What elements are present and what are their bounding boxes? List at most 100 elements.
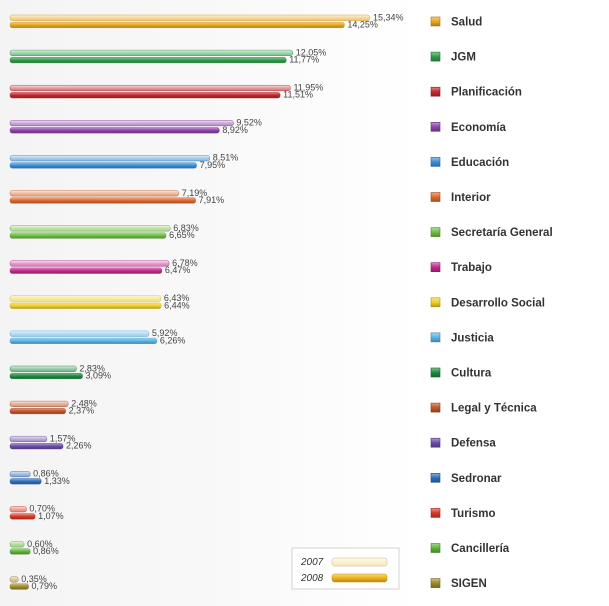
category-marker xyxy=(430,332,441,343)
bar-2007 xyxy=(9,49,293,56)
category-label: Cultura xyxy=(451,368,492,380)
value-label-2007: 0,35% xyxy=(21,574,47,584)
category-marker xyxy=(430,157,441,167)
value-label-2008: 6,26% xyxy=(160,335,186,345)
value-label-2007: 0,60% xyxy=(27,539,53,549)
value-label-2007: 12,05% xyxy=(296,47,327,57)
bar-2008 xyxy=(9,57,287,64)
category-label: JGM xyxy=(451,52,476,64)
value-label-2008: 2,26% xyxy=(66,441,92,451)
category-label: Planificación xyxy=(451,87,522,99)
bar-2007 xyxy=(9,436,48,443)
category-label: Educación xyxy=(451,157,509,169)
category-marker xyxy=(430,367,441,378)
category-marker xyxy=(430,262,441,273)
category-label: Economía xyxy=(451,122,507,134)
value-label-2007: 6,78% xyxy=(172,258,198,268)
value-label-2008: 1,07% xyxy=(38,511,64,521)
category-label: Trabajo xyxy=(451,262,492,274)
bar-2008 xyxy=(9,373,83,380)
bar-2007 xyxy=(9,260,170,267)
bar-2008 xyxy=(9,478,42,485)
value-label-2008: 0,86% xyxy=(33,546,59,556)
value-label-2008: 6,47% xyxy=(165,265,191,275)
bar-2008 xyxy=(9,513,36,520)
value-label-2008: 11,77% xyxy=(289,55,319,65)
category-label: Sedronar xyxy=(451,473,502,485)
bar-2007 xyxy=(9,225,171,232)
category-marker xyxy=(430,543,441,553)
category-label: Justicia xyxy=(451,332,494,344)
legend-swatch xyxy=(331,557,388,567)
value-label-2007: 1,57% xyxy=(50,434,76,444)
bar-2007 xyxy=(9,541,25,548)
bar-2008 xyxy=(9,127,220,134)
category-label: Turismo xyxy=(451,508,496,520)
category-marker xyxy=(430,297,441,308)
category-label: Legal y Técnica xyxy=(451,403,537,415)
value-label-2007: 9,52% xyxy=(236,118,262,128)
value-label-2007: 2,48% xyxy=(71,398,97,408)
category-legend: Salud JGM Planificación Economía Educación In… xyxy=(430,16,553,590)
bar-2008 xyxy=(9,443,64,450)
category-label: Secretaría General xyxy=(451,227,553,239)
value-label-2008: 7,95% xyxy=(200,160,226,170)
bar-2007 xyxy=(9,365,77,372)
bar-2007 xyxy=(9,84,291,91)
series-legend: 2007 2008 xyxy=(291,547,400,590)
bar-2007 xyxy=(9,14,371,21)
legend-entry-label: 2007 xyxy=(300,557,324,568)
bar-2007 xyxy=(9,471,31,478)
category-marker xyxy=(430,472,441,483)
category-marker xyxy=(430,16,441,27)
value-label-2008: 7,91% xyxy=(199,195,225,205)
bar-2007 xyxy=(9,330,150,337)
value-label-2007: 8,51% xyxy=(213,153,239,163)
bar-2008 xyxy=(9,232,167,239)
bar-2007 xyxy=(9,506,27,513)
category-label: Interior xyxy=(451,192,491,204)
category-marker xyxy=(430,437,441,448)
category-marker xyxy=(430,86,441,97)
value-label-2007: 11,95% xyxy=(293,83,323,93)
category-marker xyxy=(430,508,441,518)
category-marker xyxy=(430,122,441,132)
bar-2007 xyxy=(9,155,210,162)
category-label: SIGEN xyxy=(451,578,487,590)
bar-2007 xyxy=(9,190,179,197)
value-label-2008: 11,51% xyxy=(283,90,313,100)
category-marker xyxy=(430,227,441,237)
value-label-2008: 6,65% xyxy=(169,230,195,240)
bar-2007 xyxy=(9,576,19,583)
bar-2008 xyxy=(9,22,345,29)
value-label-2008: 8,92% xyxy=(222,125,248,135)
category-label: Desarrollo Social xyxy=(451,297,545,309)
category-label: Cancillería xyxy=(451,543,510,555)
bar-2008 xyxy=(9,583,29,590)
category-marker xyxy=(430,192,441,202)
value-label-2007: 15,34% xyxy=(373,12,404,22)
value-label-2008: 6,44% xyxy=(164,300,190,310)
category-label: Salud xyxy=(451,17,482,29)
category-marker xyxy=(430,578,441,588)
bar-2007 xyxy=(9,400,69,407)
value-label-2007: 5,92% xyxy=(152,328,178,338)
bar-2007 xyxy=(9,120,234,127)
bar-2008 xyxy=(9,408,66,415)
bar-2008 xyxy=(9,302,162,309)
legend-swatch xyxy=(331,573,388,583)
bar-2008 xyxy=(9,267,163,274)
category-marker xyxy=(430,402,441,413)
value-label-2008: 0,79% xyxy=(32,581,58,591)
bar-2008 xyxy=(9,337,158,344)
value-label-2008: 3,09% xyxy=(86,371,112,381)
bar-2008 xyxy=(9,92,281,99)
value-label-2008: 2,37% xyxy=(69,406,95,416)
value-label-2008: 14,25% xyxy=(347,20,378,30)
bar-2008 xyxy=(9,548,31,555)
category-label: Defensa xyxy=(451,438,496,450)
value-label-2007: 6,83% xyxy=(173,223,199,233)
bar-2007 xyxy=(9,295,162,302)
value-label-2008: 1,33% xyxy=(44,476,70,486)
